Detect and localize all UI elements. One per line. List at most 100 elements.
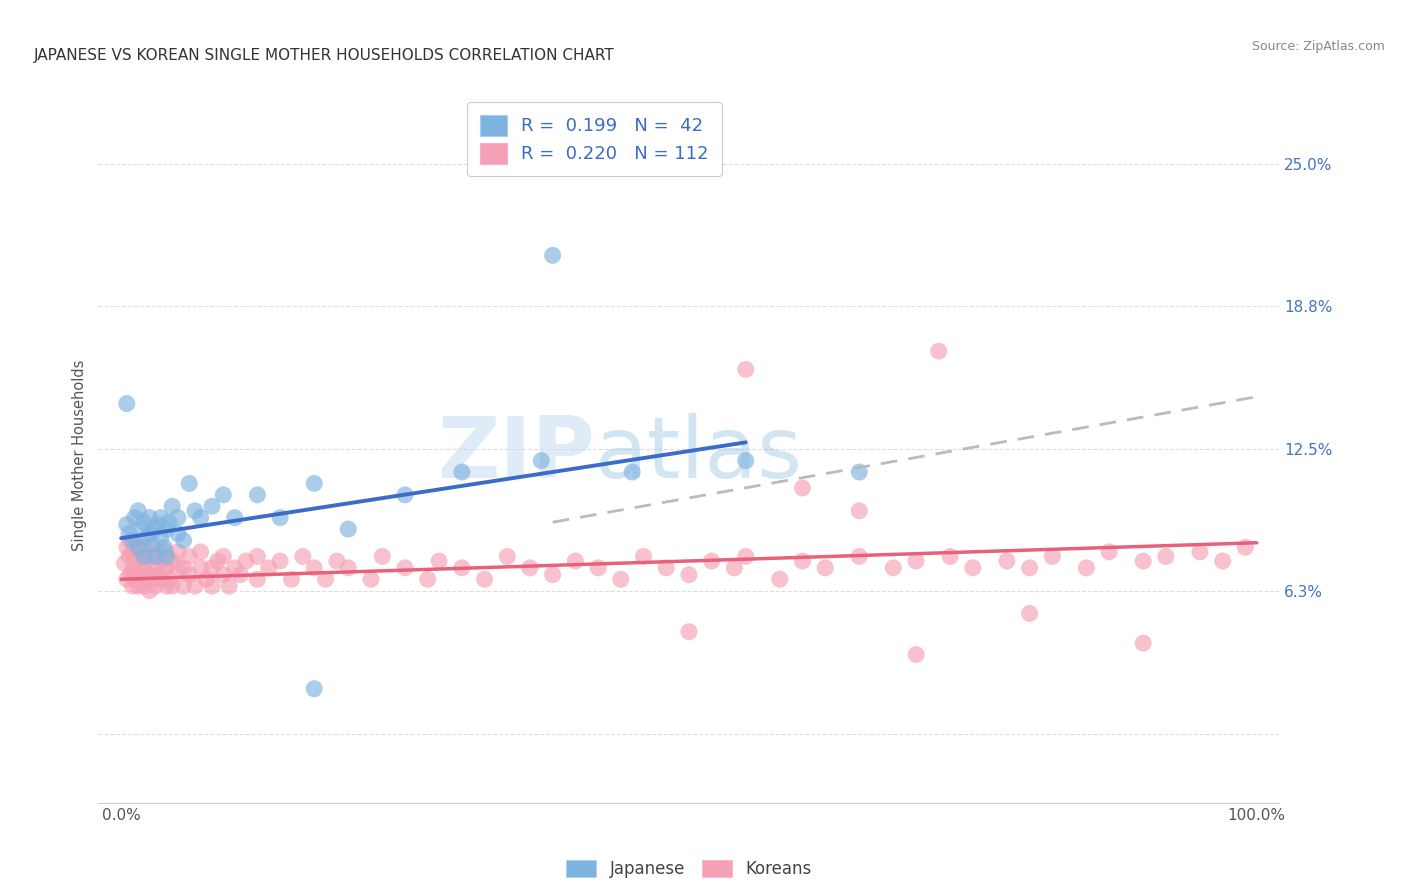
Point <box>633 549 655 564</box>
Point <box>1018 607 1040 621</box>
Point <box>1154 549 1177 564</box>
Point <box>610 572 633 586</box>
Point <box>124 572 146 586</box>
Point <box>153 561 176 575</box>
Point <box>143 579 166 593</box>
Point <box>995 554 1018 568</box>
Point <box>149 510 172 524</box>
Point <box>132 515 155 529</box>
Point <box>195 572 218 586</box>
Point <box>127 504 149 518</box>
Point <box>207 554 229 568</box>
Point <box>167 526 190 541</box>
Point <box>337 561 360 575</box>
Point <box>121 579 143 593</box>
Point <box>149 531 172 545</box>
Point <box>1076 561 1098 575</box>
Text: ZIP: ZIP <box>437 413 595 497</box>
Point <box>131 567 153 582</box>
Point <box>723 561 745 575</box>
Point <box>173 533 195 548</box>
Point <box>678 567 700 582</box>
Point <box>1132 636 1154 650</box>
Legend: Japanese, Koreans: Japanese, Koreans <box>560 854 818 885</box>
Point <box>157 572 180 586</box>
Point <box>120 567 142 582</box>
Point <box>541 567 564 582</box>
Point <box>519 561 541 575</box>
Point <box>246 549 269 564</box>
Point <box>118 526 141 541</box>
Point <box>337 522 360 536</box>
Point <box>734 453 756 467</box>
Point <box>905 554 928 568</box>
Point <box>235 554 257 568</box>
Text: JAPANESE VS KOREAN SINGLE MOTHER HOUSEHOLDS CORRELATION CHART: JAPANESE VS KOREAN SINGLE MOTHER HOUSEHO… <box>34 48 614 62</box>
Point <box>124 510 146 524</box>
Point <box>121 563 143 577</box>
Point <box>212 567 235 582</box>
Point <box>127 541 149 555</box>
Point <box>360 572 382 586</box>
Point <box>586 561 609 575</box>
Point <box>115 517 138 532</box>
Point <box>190 545 212 559</box>
Point <box>280 572 302 586</box>
Point <box>792 481 814 495</box>
Point <box>173 561 195 575</box>
Point <box>848 465 870 479</box>
Point <box>124 554 146 568</box>
Point <box>450 561 472 575</box>
Point <box>127 561 149 575</box>
Point <box>302 476 325 491</box>
Point <box>121 533 143 548</box>
Point <box>138 510 160 524</box>
Point <box>848 504 870 518</box>
Point <box>135 531 157 545</box>
Point <box>939 549 962 564</box>
Point <box>1018 561 1040 575</box>
Point <box>224 510 246 524</box>
Point <box>734 362 756 376</box>
Point <box>155 579 177 593</box>
Point <box>149 554 172 568</box>
Point <box>190 510 212 524</box>
Point <box>157 515 180 529</box>
Point <box>149 572 172 586</box>
Point <box>132 541 155 555</box>
Point <box>1040 549 1063 564</box>
Point <box>115 396 138 410</box>
Point <box>302 561 325 575</box>
Point <box>416 572 439 586</box>
Point <box>142 538 165 552</box>
Y-axis label: Single Mother Households: Single Mother Households <box>72 359 87 550</box>
Point <box>1098 545 1121 559</box>
Point <box>201 500 224 514</box>
Point <box>167 510 190 524</box>
Point <box>135 554 157 568</box>
Point <box>114 556 136 570</box>
Point <box>269 554 291 568</box>
Point <box>246 572 269 586</box>
Point <box>229 567 252 582</box>
Text: Source: ZipAtlas.com: Source: ZipAtlas.com <box>1251 40 1385 54</box>
Point <box>179 476 201 491</box>
Point <box>179 567 201 582</box>
Point <box>135 572 157 586</box>
Point <box>201 561 224 575</box>
Point <box>474 572 496 586</box>
Point <box>302 681 325 696</box>
Point <box>291 549 314 564</box>
Point <box>792 554 814 568</box>
Point <box>564 554 586 568</box>
Point <box>427 554 450 568</box>
Point <box>138 583 160 598</box>
Point <box>146 517 169 532</box>
Point <box>162 500 183 514</box>
Point <box>155 561 177 575</box>
Point <box>655 561 678 575</box>
Point <box>115 572 138 586</box>
Point <box>127 579 149 593</box>
Point <box>315 572 337 586</box>
Point <box>769 572 792 586</box>
